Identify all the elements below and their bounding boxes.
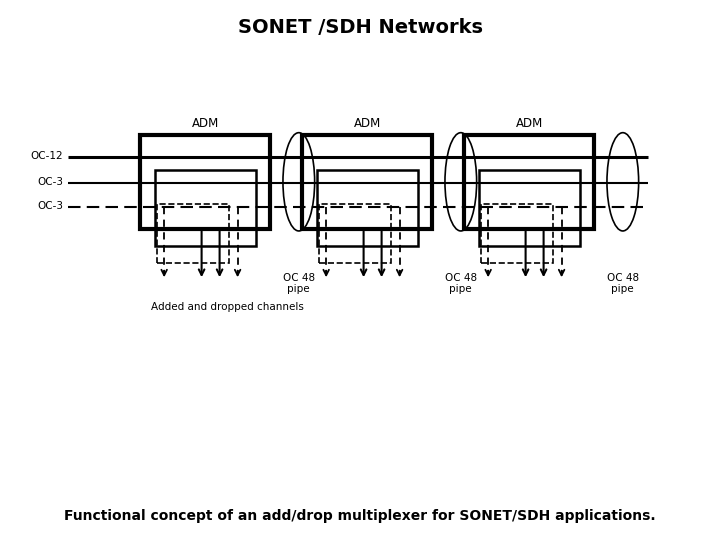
Text: ADM: ADM bbox=[516, 117, 543, 130]
Text: OC 48
pipe: OC 48 pipe bbox=[283, 273, 315, 294]
Text: OC-12: OC-12 bbox=[31, 151, 63, 161]
Bar bbox=[157, 204, 229, 263]
Text: OC 48
pipe: OC 48 pipe bbox=[607, 273, 639, 294]
Text: ADM: ADM bbox=[354, 117, 381, 130]
Text: OC-3: OC-3 bbox=[37, 201, 63, 211]
Text: ADM: ADM bbox=[192, 117, 219, 130]
Text: OC 48
pipe: OC 48 pipe bbox=[445, 273, 477, 294]
Bar bbox=[479, 170, 580, 246]
Bar bbox=[464, 135, 594, 228]
Bar bbox=[481, 204, 553, 263]
Text: Functional concept of an add/drop multiplexer for SONET/SDH applications.: Functional concept of an add/drop multip… bbox=[64, 509, 656, 523]
Bar bbox=[317, 170, 418, 246]
Bar bbox=[302, 135, 432, 228]
Bar bbox=[140, 135, 270, 228]
Bar bbox=[155, 170, 256, 246]
Text: Added and dropped channels: Added and dropped channels bbox=[151, 302, 304, 312]
Bar bbox=[319, 204, 391, 263]
Text: SONET /SDH Networks: SONET /SDH Networks bbox=[238, 17, 482, 37]
Text: OC-3: OC-3 bbox=[37, 177, 63, 187]
